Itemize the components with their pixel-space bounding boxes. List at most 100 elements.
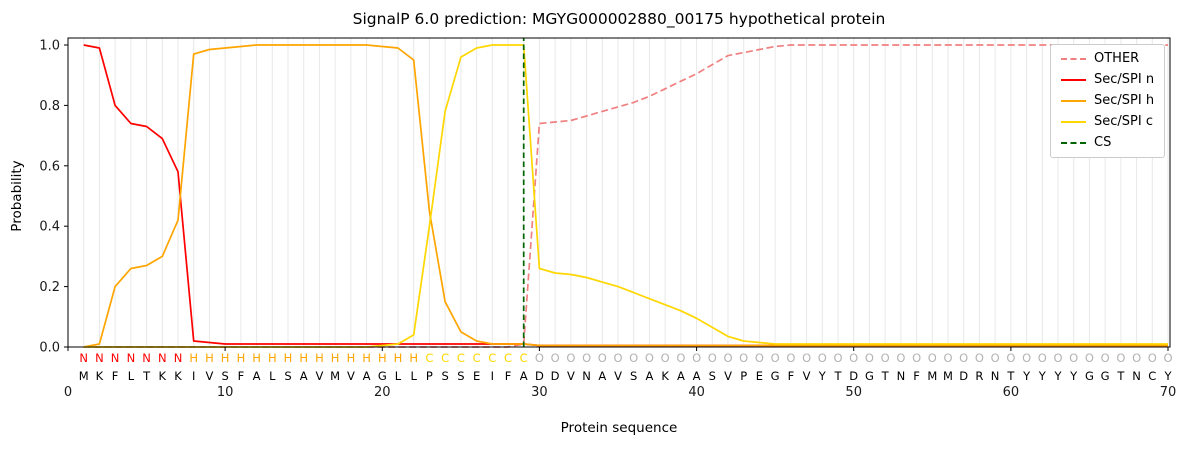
svg-text:H: H — [347, 351, 356, 365]
svg-text:C: C — [520, 351, 528, 365]
svg-text:0.6: 0.6 — [39, 159, 60, 174]
svg-text:K: K — [174, 369, 182, 383]
svg-text:T: T — [1116, 369, 1125, 383]
svg-text:M: M — [79, 369, 89, 383]
svg-text:N: N — [142, 351, 151, 365]
svg-text:T: T — [833, 369, 842, 383]
svg-text:O: O — [865, 351, 874, 365]
svg-text:N: N — [79, 351, 88, 365]
svg-text:D: D — [959, 369, 968, 383]
svg-text:O: O — [645, 351, 654, 365]
svg-text:H: H — [331, 351, 340, 365]
svg-text:0.8: 0.8 — [39, 99, 60, 114]
svg-text:70: 70 — [1160, 385, 1177, 400]
svg-text:O: O — [598, 351, 607, 365]
plot-border — [67, 37, 1171, 348]
svg-text:V: V — [347, 369, 355, 383]
svg-text:O: O — [1163, 351, 1172, 365]
svg-text:Y: Y — [1163, 369, 1172, 383]
svg-text:A: A — [677, 369, 685, 383]
svg-text:O: O — [676, 351, 685, 365]
svg-text:C: C — [504, 351, 512, 365]
svg-text:H: H — [409, 351, 418, 365]
svg-text:H: H — [268, 351, 277, 365]
svg-text:L: L — [269, 369, 276, 383]
svg-text:H: H — [252, 351, 261, 365]
svg-text:O: O — [1116, 351, 1125, 365]
svg-text:A: A — [693, 369, 701, 383]
svg-text:40: 40 — [688, 385, 705, 400]
svg-text:Y: Y — [1022, 369, 1031, 383]
svg-text:D: D — [551, 369, 560, 383]
svg-text:O: O — [1148, 351, 1157, 365]
svg-text:F: F — [913, 369, 920, 383]
svg-text:O: O — [1069, 351, 1078, 365]
svg-text:N: N — [111, 351, 120, 365]
legend-label: OTHER — [1094, 51, 1140, 66]
svg-text:G: G — [771, 369, 780, 383]
svg-text:O: O — [1085, 351, 1094, 365]
svg-text:O: O — [1132, 351, 1141, 365]
legend-line-sample — [1061, 58, 1086, 60]
svg-text:O: O — [1006, 351, 1015, 365]
legend-line-sample — [1061, 142, 1086, 144]
series-sec-spi-c — [83, 44, 1168, 348]
svg-text:P: P — [426, 369, 433, 383]
series-sec-spi-n — [83, 44, 1168, 347]
svg-text:C: C — [457, 351, 465, 365]
svg-text:A: A — [645, 369, 653, 383]
svg-text:C: C — [1148, 369, 1156, 383]
svg-text:A: A — [520, 369, 528, 383]
svg-text:A: A — [363, 369, 371, 383]
svg-text:O: O — [928, 351, 937, 365]
svg-text:O: O — [1101, 351, 1110, 365]
svg-text:E: E — [756, 369, 763, 383]
svg-text:O: O — [629, 351, 638, 365]
x-ticks: 0 10 20 30 40 50 60 70 — [64, 347, 1176, 400]
svg-text:0.0: 0.0 — [39, 341, 60, 356]
svg-text:H: H — [378, 351, 387, 365]
svg-text:Y: Y — [1069, 369, 1078, 383]
svg-text:A: A — [300, 369, 308, 383]
chart-title: SignalP 6.0 prediction: MGYG000002880_00… — [352, 10, 886, 28]
svg-text:F: F — [788, 369, 795, 383]
svg-text:O: O — [708, 351, 717, 365]
legend-item-other: OTHER — [1061, 52, 1154, 66]
svg-text:K: K — [96, 369, 104, 383]
svg-text:K: K — [159, 369, 167, 383]
svg-text:O: O — [582, 351, 591, 365]
svg-text:O: O — [943, 351, 952, 365]
svg-text:H: H — [205, 351, 214, 365]
svg-text:O: O — [912, 351, 921, 365]
svg-text:M: M — [330, 369, 340, 383]
legend-line-sample — [1061, 79, 1086, 81]
svg-text:O: O — [959, 351, 968, 365]
svg-text:O: O — [535, 351, 544, 365]
svg-text:50: 50 — [845, 385, 862, 400]
svg-text:T: T — [142, 369, 151, 383]
legend-label: CS — [1094, 135, 1112, 150]
svg-text:Y: Y — [818, 369, 827, 383]
svg-text:O: O — [551, 351, 560, 365]
svg-text:L: L — [410, 369, 417, 383]
svg-text:0: 0 — [64, 385, 72, 400]
svg-text:N: N — [158, 351, 167, 365]
svg-text:F: F — [112, 369, 119, 383]
legend-item-sec-spi-c: Sec/SPI c — [1061, 115, 1154, 129]
svg-text:H: H — [394, 351, 403, 365]
svg-text:O: O — [613, 351, 622, 365]
svg-text:S: S — [709, 369, 716, 383]
svg-text:V: V — [315, 369, 323, 383]
svg-text:V: V — [614, 369, 622, 383]
svg-text:L: L — [395, 369, 402, 383]
svg-text:F: F — [238, 369, 245, 383]
svg-text:O: O — [833, 351, 842, 365]
svg-text:F: F — [505, 369, 512, 383]
svg-text:10: 10 — [217, 385, 234, 400]
svg-text:O: O — [1038, 351, 1047, 365]
svg-text:Y: Y — [1038, 369, 1047, 383]
svg-text:O: O — [881, 351, 890, 365]
svg-text:V: V — [724, 369, 732, 383]
svg-text:H: H — [315, 351, 324, 365]
